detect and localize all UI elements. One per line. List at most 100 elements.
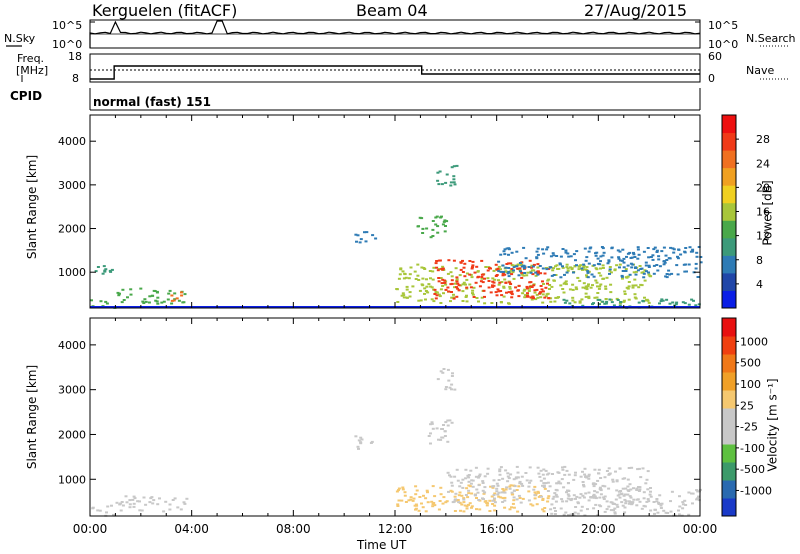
velocity-data-cell [551, 473, 554, 475]
power-data-cell [536, 273, 540, 276]
power-data-cell [634, 284, 638, 287]
power-data-cell [586, 276, 590, 279]
power-data-cell [564, 249, 568, 252]
velocity-data-cell [508, 485, 512, 488]
power-data-cell [677, 248, 681, 251]
power-data-cell [404, 296, 408, 299]
power-data-cell [416, 274, 420, 277]
velocity-data-cell [554, 500, 558, 503]
velocity-data-cell [541, 473, 545, 476]
power-data-cell [543, 272, 547, 275]
velocity-data-cell [171, 499, 175, 501]
velocity-data-cell [623, 493, 627, 496]
power-data-cell [592, 264, 596, 267]
velocity-data-cell [511, 493, 515, 496]
power-data-cell [454, 282, 457, 285]
power-data-cell [699, 256, 703, 258]
velocity-data-cell [401, 488, 405, 491]
power-data-cell [435, 266, 439, 269]
power-data-cell [395, 288, 399, 291]
velocity-data-cell [462, 498, 466, 501]
power-data-cell [402, 296, 406, 299]
velocity-colorbar-segment [722, 408, 736, 427]
velocity-data-cell [506, 472, 510, 475]
power-data-cell [418, 289, 422, 292]
velocity-data-cell [427, 435, 431, 437]
power-data-cell [365, 231, 369, 234]
velocity-data-cell [491, 486, 495, 489]
velocity-data-cell [441, 428, 444, 430]
power-data-cell [554, 274, 558, 276]
power-data-cell [559, 276, 563, 279]
velocity-data-cell [563, 473, 567, 476]
velocity-data-cell [567, 494, 571, 497]
power-data-cell [524, 257, 528, 260]
power-data-cell [170, 302, 174, 305]
velocity-data-cell [121, 504, 125, 507]
power-data-cell [464, 283, 467, 286]
power-data-cell [594, 252, 597, 255]
velocity-data-cell [552, 495, 556, 498]
velocity-colorbar-tick-label: -500 [740, 463, 765, 476]
power-data-cell [399, 267, 403, 270]
velocity-data-cell [543, 507, 547, 509]
velocity-data-cell [574, 471, 577, 474]
power-data-cell [569, 266, 573, 269]
power-data-cell [497, 260, 501, 263]
power-data-cell [591, 284, 594, 287]
power-data-cell [411, 285, 415, 288]
power-data-cell [499, 301, 503, 303]
power-data-cell [610, 301, 614, 304]
power-data-cell [683, 250, 687, 253]
velocity-data-cell [565, 500, 569, 503]
power-data-cell [463, 262, 467, 265]
velocity-data-cell [583, 467, 587, 470]
power-data-cell [139, 287, 143, 290]
velocity-data-cell [369, 442, 373, 444]
velocity-data-cell [481, 489, 485, 492]
velocity-data-cell [621, 487, 625, 490]
power-data-cell [602, 251, 606, 254]
velocity-colorbar-tick-label: 25 [740, 399, 754, 412]
velocity-data-cell [499, 496, 503, 499]
velocity-data-cell [458, 485, 462, 488]
power-data-cell [610, 246, 614, 249]
power-data-cell [455, 286, 458, 289]
velocity-data-cell [547, 472, 551, 475]
velocity-data-cell [475, 488, 479, 491]
velocity-data-cell [586, 508, 589, 511]
power-data-cell [561, 265, 564, 268]
power-data-cell [512, 277, 516, 280]
velocity-data-cell [168, 508, 172, 511]
velocity-data-cell [491, 485, 494, 488]
velocity-data-cell [566, 493, 570, 496]
velocity-colorbar-segment [722, 444, 736, 463]
power-data-cell [522, 289, 526, 292]
power-data-cell [668, 302, 672, 305]
velocity-data-cell [491, 503, 495, 505]
power-data-cell [561, 288, 565, 290]
velocity-data-cell [609, 509, 613, 512]
velocity-data-cell [520, 482, 524, 485]
velocity-data-cell [461, 486, 465, 489]
power-data-cell [640, 267, 644, 270]
power-data-cell [529, 296, 533, 299]
power-data-cell [565, 271, 569, 274]
power-data-cell [468, 283, 472, 286]
velocity-data-cell [556, 471, 560, 474]
velocity-data-cell [503, 506, 507, 509]
velocity-data-cell [594, 483, 598, 486]
power-data-cell [510, 273, 514, 276]
velocity-data-cell [467, 492, 471, 495]
velocity-data-cell [623, 506, 627, 509]
power-data-cell [433, 293, 437, 295]
velocity-data-cell [565, 491, 568, 494]
velocity-data-cell [616, 505, 620, 508]
power-data-cell [459, 284, 463, 287]
velocity-data-cell [404, 501, 408, 503]
velocity-data-cell [618, 496, 622, 499]
power-data-cell [471, 264, 475, 267]
velocity-data-cell [649, 490, 652, 493]
power-data-cell [636, 246, 640, 249]
